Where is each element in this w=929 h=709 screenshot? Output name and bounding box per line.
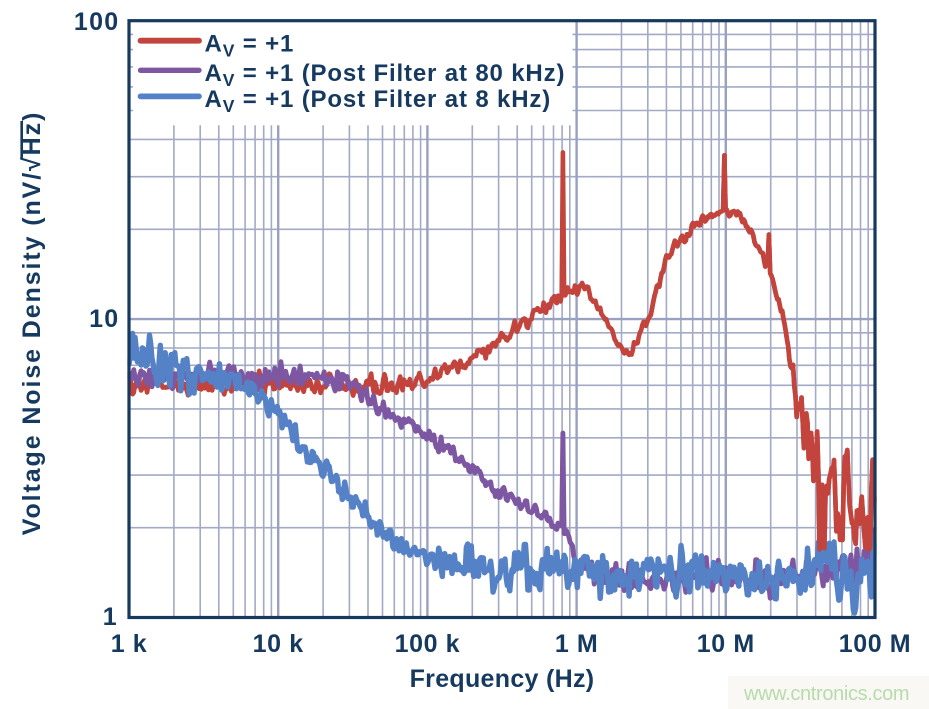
svg-text:Voltage Noise Density (nV/√Hz): Voltage Noise Density (nV/√Hz): [18, 111, 46, 535]
svg-text:10: 10: [89, 305, 119, 333]
svg-text:1: 1: [103, 603, 118, 631]
svg-text:100 k: 100 k: [395, 630, 461, 658]
svg-text:1 M: 1 M: [555, 630, 598, 658]
svg-text:Frequency (Hz): Frequency (Hz): [410, 665, 595, 693]
svg-text:www.cntronics.com: www.cntronics.com: [743, 683, 909, 705]
svg-text:100 M: 100 M: [839, 630, 911, 658]
svg-text:AV = +1 (Post Filter at 8 kHz): AV = +1 (Post Filter at 8 kHz): [205, 86, 552, 116]
svg-text:100: 100: [74, 8, 120, 36]
svg-text:AV = +1: AV = +1: [205, 30, 295, 60]
svg-text:AV = +1 (Post Filter at 80 kHz: AV = +1 (Post Filter at 80 kHz): [205, 60, 566, 90]
svg-text:10 k: 10 k: [253, 630, 304, 658]
svg-text:1 k: 1 k: [111, 630, 148, 658]
svg-text:10 M: 10 M: [697, 630, 755, 658]
